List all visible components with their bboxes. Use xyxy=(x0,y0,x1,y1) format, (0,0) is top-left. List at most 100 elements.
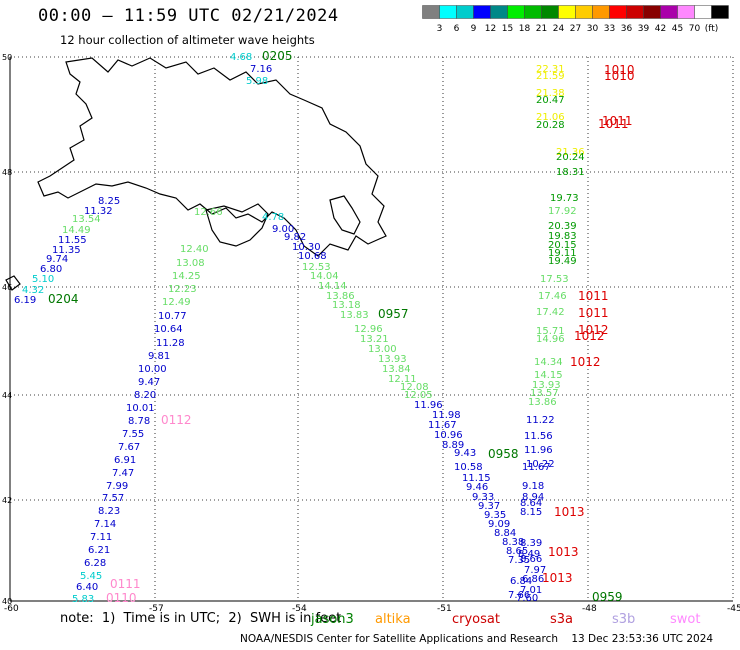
wave-height-label: 8.25 xyxy=(98,196,120,207)
wave-height-label: 8.84 xyxy=(494,528,516,539)
wave-height-label: 7.55 xyxy=(122,429,144,440)
wave-height-label: 7.66 xyxy=(508,590,530,601)
longitude-tick-label: -45 xyxy=(727,604,740,612)
legend-s3a: s3a xyxy=(550,612,574,627)
wave-height-label: 4.78 xyxy=(262,212,284,223)
wave-height-label: 13.93 xyxy=(378,354,407,365)
colorbar-tick-label: 24 xyxy=(553,24,565,34)
wave-height-label: 9.37 xyxy=(478,501,500,512)
track-time-label: 0204 xyxy=(48,292,79,306)
colorbar-tick-label: 33 xyxy=(604,24,615,34)
wave-height-label: 4.32 xyxy=(22,285,44,296)
wave-height-label: 21.06 xyxy=(536,112,565,123)
wave-height-label: 13.93 xyxy=(532,380,561,391)
wave-height-label: 9.74 xyxy=(46,254,68,265)
wave-height-label: 20.24 xyxy=(556,152,585,163)
latitude-tick-label: 46 xyxy=(2,283,12,292)
colorbar-tick-label: (ft) xyxy=(705,24,719,34)
track-time-label: 1013 xyxy=(554,505,585,519)
track-time-label: 1012 xyxy=(578,323,609,337)
wave-height-label: 14.04 xyxy=(310,271,339,282)
wave-height-label: 8.89 xyxy=(442,440,464,451)
wave-height-label: 7.47 xyxy=(112,468,134,479)
wave-height-label: 9.00 xyxy=(272,224,294,235)
wave-height-label: 9.09 xyxy=(488,519,510,530)
wave-height-label: 13.57 xyxy=(530,388,559,399)
wave-height-label: 10.01 xyxy=(126,403,155,414)
track-time-label: 1011 xyxy=(598,117,629,131)
wave-height-label: 6.80 xyxy=(40,264,62,275)
wave-height-label: 9.33 xyxy=(472,492,494,503)
wave-height-label: 7.11 xyxy=(90,532,112,543)
altimeter-track-labels: 4.687.165.98 8.2511.3213.5414.4911.5511.3… xyxy=(14,49,635,605)
colorbar-tick-label: 30 xyxy=(587,24,599,34)
wave-height-label: 19.83 xyxy=(548,231,577,242)
wave-height-label: 11.96 xyxy=(414,400,443,411)
wave-height-label: 11.98 xyxy=(432,410,461,421)
wave-height-label: 9.46 xyxy=(466,482,488,493)
wave-height-label: 10.58 xyxy=(454,462,483,473)
wave-height-label: 13.83 xyxy=(340,310,369,321)
latitude-tick-label: 44 xyxy=(2,391,12,400)
track-time-label: 1010 xyxy=(604,63,635,77)
wave-height-label: 12.53 xyxy=(302,262,331,273)
wave-height-label: 9.82 xyxy=(284,232,306,243)
colorbar-tick-label: 36 xyxy=(621,24,633,34)
wave-height-label: 22.31 xyxy=(536,64,565,75)
wave-height-label: 12.11 xyxy=(388,374,417,385)
wave-height-label: 12.66 xyxy=(194,207,223,218)
wave-height-label: 11.32 xyxy=(84,206,113,217)
colorbar-tick-label: 70 xyxy=(689,24,701,34)
longitude-tick-label: -60 xyxy=(4,604,19,612)
latitude-tick-label: 42 xyxy=(2,496,12,505)
wave-height-label: 6.19 xyxy=(14,295,36,306)
wave-height-label: 14.15 xyxy=(534,370,563,381)
track-time-label: 0958 xyxy=(488,447,519,461)
wave-height-label: 15.71 xyxy=(536,326,565,337)
wave-height-label: 6.86 xyxy=(522,574,544,585)
colorbar-tick-label: 9 xyxy=(471,24,477,34)
wave-height-label: 5.10 xyxy=(32,274,54,285)
wave-height-label: 12.40 xyxy=(180,244,209,255)
track-time-label: 1011 xyxy=(578,289,609,303)
lat-lon-grid: 50 48 46 44 42 40-60 -57 -54 -51 -48 -45 xyxy=(2,53,740,612)
wave-height-label: 14.34 xyxy=(534,357,563,368)
colorbar-tick-label: 6 xyxy=(454,24,460,34)
wave-height-label: 11.67 xyxy=(522,462,551,473)
wave-height-label: 11.67 xyxy=(428,420,457,431)
wave-height-label: 17.53 xyxy=(540,274,569,285)
wave-height-label: 5.45 xyxy=(80,571,102,582)
wave-height-label: 14.14 xyxy=(318,281,347,292)
wave-height-label: 7.16 xyxy=(250,64,272,75)
wave-height-label: 10.77 xyxy=(158,311,187,322)
coastline xyxy=(5,57,387,291)
wave-height-label: 13.54 xyxy=(72,214,101,225)
wave-height-label: 11.28 xyxy=(156,338,185,349)
wave-height-label: 17.42 xyxy=(536,307,565,318)
wave-height-label: 6.28 xyxy=(84,558,106,569)
wave-height-label: 7.97 xyxy=(524,565,546,576)
longitude-tick-label: -57 xyxy=(149,604,164,612)
wave-height-label: 10.22 xyxy=(526,459,555,470)
wave-height-label: 13.18 xyxy=(332,300,361,311)
wave-height-label: 5.83 xyxy=(72,594,94,605)
latitude-tick-label: 50 xyxy=(2,53,12,62)
wave-height-label: 7.57 xyxy=(102,493,124,504)
wave-height-label: 9.47 xyxy=(138,377,160,388)
wave-height-label: 11.56 xyxy=(524,431,553,442)
wave-height-label: 21.38 xyxy=(536,88,565,99)
wave-height-label: 20.47 xyxy=(536,95,565,106)
track-time-label: 0110 xyxy=(106,591,137,605)
wave-height-label: 7.01 xyxy=(520,585,542,596)
nova-scotia-coastline-fragment xyxy=(5,275,21,291)
wave-height-label: 8.49 xyxy=(518,549,540,560)
wave-height-label: 7.14 xyxy=(94,519,116,530)
wave-height-label: 12.08 xyxy=(400,382,429,393)
wave-height-label: 10.00 xyxy=(138,364,167,375)
track-time-label: 0205 xyxy=(262,49,293,63)
longitude-tick-label: -51 xyxy=(437,604,452,612)
wave-height-label: 17.46 xyxy=(538,291,567,302)
wave-height-label: 6.40 xyxy=(76,582,98,593)
wave-height-label: 9.35 xyxy=(484,510,506,521)
